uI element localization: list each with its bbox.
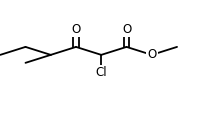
Text: O: O (122, 23, 131, 36)
Text: Cl: Cl (95, 66, 107, 80)
Text: O: O (71, 23, 81, 36)
Text: O: O (147, 48, 156, 61)
